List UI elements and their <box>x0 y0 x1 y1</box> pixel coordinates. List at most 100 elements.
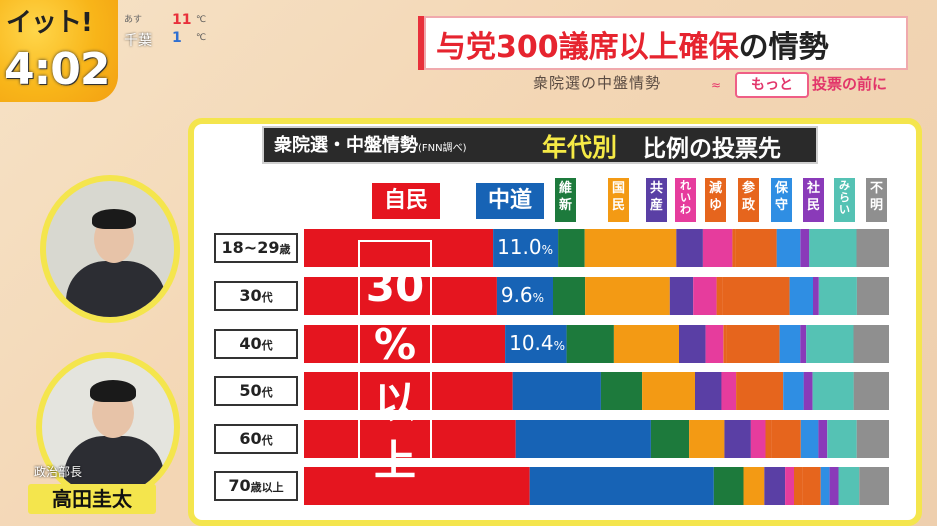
bar-segment-1-3 <box>585 277 670 315</box>
row-label-suffix: 歳以上 <box>250 481 284 494</box>
bar-segment-5-3 <box>743 467 765 505</box>
bar-segment-4-6 <box>765 420 772 458</box>
party-header-10: みらい <box>834 178 855 222</box>
weather-low-unit: ℃ <box>196 33 207 43</box>
bar-segment-0-3 <box>584 229 677 267</box>
bar-segment-4-5 <box>750 420 766 458</box>
bar-segment-1-0 <box>304 277 497 315</box>
headline: 与党300議席以上確保の情勢 <box>436 22 829 66</box>
bar-segment-3-10 <box>812 372 854 410</box>
bar-segment-3-3 <box>642 372 695 410</box>
bar-segment-0-10 <box>809 229 857 267</box>
value-label-unit: % <box>541 243 554 257</box>
bar-segment-1-10 <box>818 277 857 315</box>
bar-segment-1-11 <box>856 277 889 315</box>
chart-title: 衆院選・中盤情勢(FNN調べ) <box>274 131 467 157</box>
corner-tag-text: 投票の前に <box>812 75 888 93</box>
row-label-suffix: 代 <box>261 434 273 447</box>
party-header-7: 参政 <box>738 178 759 222</box>
weather-day: あす <box>124 15 143 25</box>
bar-segment-2-10 <box>806 325 854 363</box>
person-hair <box>92 209 136 229</box>
bar-segment-5-0 <box>304 467 530 505</box>
weather-high: 11 <box>172 12 192 28</box>
row-label-suffix: 代 <box>261 291 273 304</box>
program-logo: イット! <box>6 8 93 38</box>
bar-segment-3-8 <box>783 372 804 410</box>
value-label-2: 10.4% <box>509 331 565 355</box>
chart-subtitle-highlight: 年代別 <box>542 133 618 162</box>
bar-segment-4-8 <box>800 420 819 458</box>
value-label-number: 11.0 <box>497 235 542 259</box>
bar-segment-1-6 <box>716 277 723 315</box>
bar-segment-5-1 <box>529 467 714 505</box>
bar-segment-5-6 <box>794 467 803 505</box>
value-label-unit: % <box>553 339 566 353</box>
bar-segment-5-10 <box>838 467 860 505</box>
bar-segment-2-6 <box>723 325 727 363</box>
bar-segment-5-7 <box>802 467 821 505</box>
row-label-main: 40 <box>239 334 262 353</box>
bar-segment-4-10 <box>827 420 857 458</box>
bar-segment-3-7 <box>742 372 784 410</box>
party-header-0: 自民 <box>372 183 440 219</box>
bar-segment-0-6 <box>732 229 736 267</box>
bar-segment-2-9 <box>800 325 807 363</box>
sub-headline: 衆院選の中盤情勢 <box>533 74 662 92</box>
bar-segment-1-2 <box>553 277 586 315</box>
bar-segment-4-1 <box>515 420 651 458</box>
bar-segment-0-5 <box>702 229 733 267</box>
bar-segment-4-0 <box>304 420 516 458</box>
bar-segment-2-0 <box>304 325 506 363</box>
row-label-main: 30 <box>239 286 262 305</box>
bar-segment-0-1 <box>493 229 559 267</box>
bar-segment-0-0 <box>304 229 494 267</box>
row-label-suffix: 代 <box>261 386 273 399</box>
row-label-main: 50 <box>239 381 262 400</box>
bar-segment-5-11 <box>859 467 889 505</box>
bar-segment-4-11 <box>856 420 889 458</box>
squiggle-icon: ≈ <box>711 78 722 92</box>
bar-segment-1-5 <box>693 277 717 315</box>
row-label-main: 70 <box>228 476 251 495</box>
chart-title-bar <box>262 126 818 164</box>
bar-segment-3-5 <box>721 372 737 410</box>
value-label-unit: % <box>532 291 545 305</box>
party-header-1: 中道 <box>476 183 544 219</box>
overlay-text: 30 % 以 上 <box>358 258 432 490</box>
overlay-ijo2: 上 <box>373 436 416 485</box>
bar-segment-5-2 <box>713 467 744 505</box>
bar-segment-1-4 <box>669 277 694 315</box>
bar-segment-0-11 <box>856 229 889 267</box>
row-label-3: 50代 <box>214 376 298 406</box>
bar-segment-2-3 <box>613 325 679 363</box>
party-header-4: 共産 <box>646 178 667 222</box>
bar-segment-2-8 <box>779 325 801 363</box>
row-label-1: 30代 <box>214 281 298 311</box>
party-header-8: 保守 <box>771 178 792 222</box>
bar-segment-1-9 <box>813 277 819 315</box>
bar-segment-5-9 <box>829 467 839 505</box>
bar-segment-0-7 <box>735 229 777 267</box>
bar-segment-4-4 <box>724 420 751 458</box>
bar-segment-3-2 <box>600 372 643 410</box>
chart-title-note: (FNN調べ) <box>418 143 467 154</box>
bar-segment-5-5 <box>785 467 794 505</box>
row-label-main: 60 <box>239 429 262 448</box>
bar-segment-2-5 <box>705 325 724 363</box>
bar-segment-2-4 <box>679 325 706 363</box>
chart-title-main: 衆院選・中盤情勢 <box>274 135 418 156</box>
weather-low: 1 <box>172 30 182 46</box>
bar-segment-5-8 <box>820 467 830 505</box>
bar-segment-4-9 <box>818 420 828 458</box>
bar-segment-4-3 <box>689 420 725 458</box>
headline-main: 与党300議席以上確保 <box>436 30 739 65</box>
overlay-ijo1: 以 <box>373 378 416 427</box>
bar-segment-1-1 <box>496 277 553 315</box>
party-header-3: 国民 <box>608 178 629 222</box>
bar-segment-0-8 <box>776 229 801 267</box>
presenter-name: 高田圭太 <box>28 484 156 514</box>
corner-tag: もっと <box>735 72 809 98</box>
bar-segment-3-11 <box>853 372 889 410</box>
chart-subtitle: 比例の投票先 <box>643 136 781 162</box>
